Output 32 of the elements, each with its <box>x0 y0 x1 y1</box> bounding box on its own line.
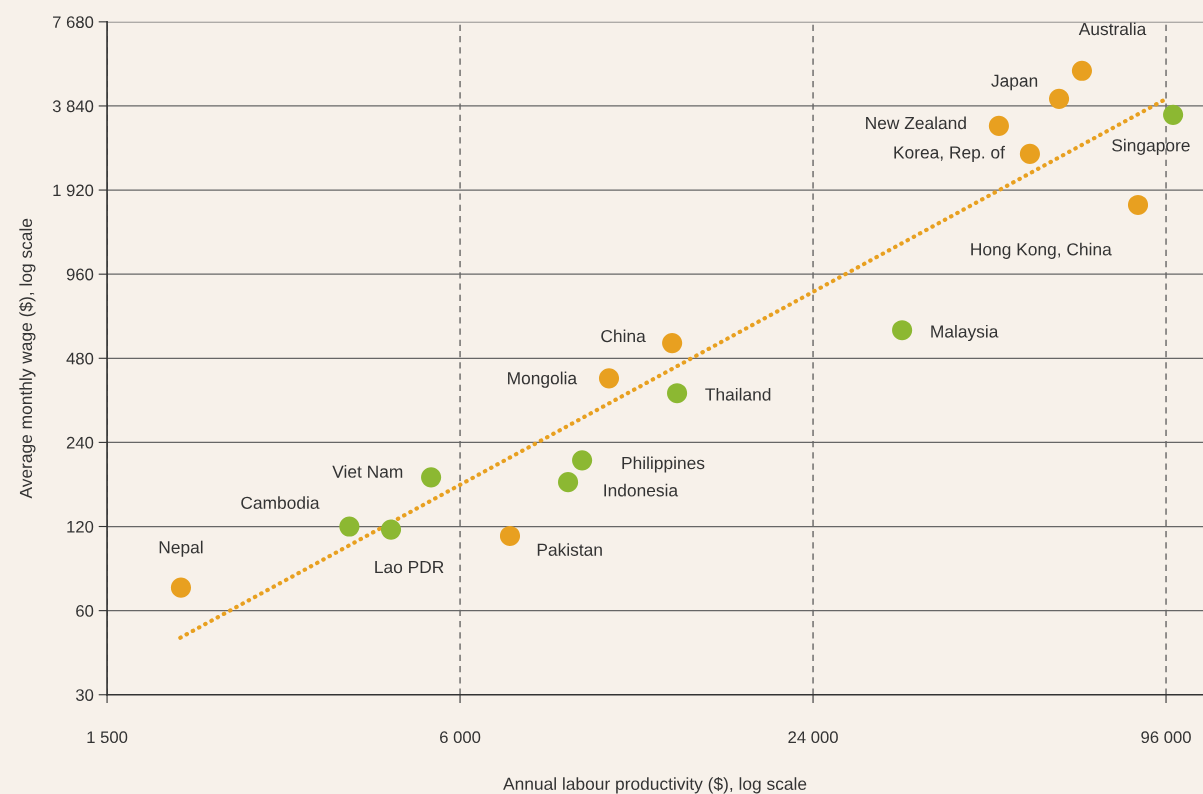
annotation: Philippines <box>622 456 705 473</box>
x-axis-title: Annual labour productivity ($), log scale <box>503 776 807 794</box>
y-tick-label: 960 <box>66 268 94 281</box>
y-tick-label: 240 <box>66 436 94 449</box>
annotation: Japan <box>991 74 1038 91</box>
y-tick-label: 30 <box>75 689 94 701</box>
annotation: Cambodia <box>241 496 320 509</box>
x-tick-label: 24 000 <box>788 731 838 744</box>
y-tick-label: 480 <box>66 352 94 365</box>
x-tick-label: 6 000 <box>440 731 481 744</box>
annotation: Pakistan <box>537 543 602 556</box>
y-tick-label: 60 <box>76 605 94 617</box>
y-tick-label: 3 840 <box>52 100 94 113</box>
annotation: Malaysia <box>931 324 999 342</box>
x-tick-label: 1 500 <box>87 731 128 744</box>
annotation: China <box>601 329 646 343</box>
annotation: Nepal <box>159 540 203 557</box>
y-axis-title: Average monthly wage ($), log scale <box>19 218 36 499</box>
y-tick-label: 1 920 <box>53 184 94 197</box>
annotation: Australia <box>1078 22 1147 36</box>
y-tick-label: 120 <box>67 520 94 533</box>
annotation: Singapore <box>1112 138 1190 155</box>
x-tick-label: 96 000 <box>1141 731 1191 744</box>
annotation: Hong Kong, China <box>971 242 1112 259</box>
annotation: Viet Nam <box>332 465 403 478</box>
annotation: Indonesia <box>604 483 679 497</box>
annotation: Mongolia <box>508 371 578 388</box>
annotation: Thailand <box>705 387 771 401</box>
annotation: Korea, Rep. of <box>894 145 1005 163</box>
y-tick-label: 7 680 <box>53 16 94 29</box>
annotation: Lao PDR <box>375 561 444 574</box>
annotation: New Zealand <box>866 116 966 130</box>
